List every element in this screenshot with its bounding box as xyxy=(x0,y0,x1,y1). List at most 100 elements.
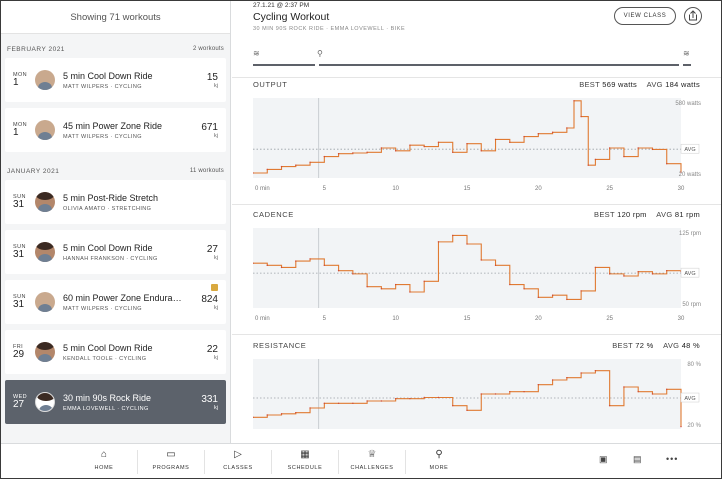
workout-dow: SUN xyxy=(13,194,26,200)
nav-schedule[interactable]: ▦ SCHEDULE xyxy=(272,448,338,471)
x-tick-label: 10 xyxy=(392,186,399,192)
workout-output: 824 xyxy=(201,293,218,305)
data-point xyxy=(423,396,425,399)
workout-instructor: EMMA LOVEWELL · CYCLING xyxy=(63,405,149,412)
workout-card[interactable]: MON 1 45 min Power Zone Ride MATT WILPERS … xyxy=(5,108,226,152)
workout-output: 27 xyxy=(206,243,218,255)
workout-card[interactable]: MON 1 5 min Cool Down Ride MATT WILPERS · … xyxy=(5,58,226,102)
workout-card-selected[interactable]: WED 27 30 min 90s Rock Ride EMMA LOVEWELL … xyxy=(5,380,226,424)
nav-home[interactable]: ⌂ HOME xyxy=(71,448,137,471)
data-point xyxy=(437,241,440,243)
data-point xyxy=(523,390,525,393)
y-max-tick-label: 125 rpm xyxy=(679,231,701,237)
data-point xyxy=(637,390,639,393)
x-tick-label: 5 xyxy=(323,316,327,322)
data-point xyxy=(366,400,368,402)
output-chart-svg: 580 watts 20 watts AVG 0 min 5 10 15 20 25 30 xyxy=(253,98,701,192)
month-header: FEBRUARY 2021 2 workouts xyxy=(1,40,230,58)
workout-day: 31 xyxy=(13,199,25,210)
plot-background xyxy=(253,98,681,178)
data-point xyxy=(494,138,497,141)
workout-output: 671 xyxy=(201,121,218,133)
data-point xyxy=(551,131,554,133)
workout-dow: WED xyxy=(13,394,28,400)
data-point xyxy=(566,298,568,301)
data-point xyxy=(580,290,582,292)
best-label: BEST xyxy=(579,80,600,89)
nav-challenges[interactable]: ♕ CHALLENGES xyxy=(339,448,405,471)
data-point xyxy=(394,150,397,152)
x-tick-label: 10 xyxy=(392,316,399,322)
data-point xyxy=(680,425,682,428)
nav-label: HOME xyxy=(94,465,114,471)
view-class-button[interactable]: VIEW CLASS xyxy=(614,7,676,25)
avg-value: 184 watts xyxy=(665,80,700,89)
avg-tag-label: AVG xyxy=(684,396,695,402)
nav-more[interactable]: ⚲ MORE xyxy=(406,448,472,471)
data-point xyxy=(352,273,354,275)
x-tick-label: 30 xyxy=(678,186,685,192)
data-point xyxy=(680,171,682,173)
workout-detail-subtitle: 30 MIN 90S ROCK RIDE · EMMA LOVEWELL · B… xyxy=(253,26,406,32)
data-point xyxy=(551,379,554,381)
data-point xyxy=(280,165,283,168)
home-icon: ⌂ xyxy=(100,449,108,460)
workout-title: 5 min Cool Down Ride xyxy=(63,242,153,253)
nav-classes[interactable]: ▷ CLASSES xyxy=(205,448,271,471)
workout-day: 1 xyxy=(13,77,19,88)
data-point xyxy=(580,115,582,118)
overflow-menu-icon[interactable]: ••• xyxy=(666,454,679,464)
workout-instructor: HANNAH FRANKSON · CYCLING xyxy=(63,255,158,262)
best-label: BEST xyxy=(612,341,633,350)
workout-unit: kj xyxy=(214,354,218,361)
x-tick-label: 20 xyxy=(535,186,542,192)
workout-output: 22 xyxy=(206,343,218,355)
nav-divider xyxy=(137,450,138,474)
workout-card[interactable]: SUN 31 5 min Cool Down Ride HANNAH FRANKSO… xyxy=(5,230,226,274)
data-point xyxy=(594,369,597,372)
metrics-display-icon[interactable]: ▤ xyxy=(633,454,642,464)
share-button[interactable] xyxy=(684,7,702,25)
avg-label: AVG xyxy=(663,341,680,350)
tv-icon[interactable]: ▣ xyxy=(599,454,608,464)
output-stats: BEST 569 watts AVG 184 watts xyxy=(579,80,700,89)
data-point xyxy=(480,150,482,152)
output-chart: 580 watts 20 watts AVG 0 min 5 10 15 20 25 30 xyxy=(253,94,703,194)
timeline-bar xyxy=(253,64,691,66)
data-point xyxy=(394,397,397,400)
data-point xyxy=(509,390,511,393)
data-point xyxy=(394,283,397,286)
nav-divider xyxy=(271,450,272,474)
workout-card[interactable]: FRI 29 5 min Cool Down Ride KENDALL TOOLE … xyxy=(5,330,226,374)
data-point xyxy=(608,273,611,275)
data-point xyxy=(452,404,454,407)
workout-unit: kj xyxy=(214,254,218,261)
data-point xyxy=(637,147,639,149)
x-tick-label: 20 xyxy=(535,316,542,322)
nav-programs[interactable]: ▭ PROGRAMS xyxy=(138,448,204,471)
share-icon xyxy=(689,10,697,21)
workout-unit: kj xyxy=(214,304,218,311)
class-timeline[interactable]: ≋ ⚲ ≋ xyxy=(253,47,691,69)
workout-day: 31 xyxy=(13,249,25,260)
data-point xyxy=(337,269,340,272)
section-divider xyxy=(232,77,721,78)
data-point xyxy=(323,155,326,158)
month-name: JANUARY 2021 xyxy=(7,167,60,175)
calendar-icon: ▦ xyxy=(300,449,310,460)
x-tick-label: 25 xyxy=(606,316,613,322)
data-point xyxy=(380,288,383,290)
data-point xyxy=(437,396,440,399)
workout-datetime: 27.1.21 @ 2:37 PM xyxy=(253,2,310,9)
workout-card[interactable]: SUN 31 60 min Power Zone Enduranc… MATT WI… xyxy=(5,280,226,324)
month-header: JANUARY 2021 11 workouts xyxy=(1,162,230,180)
x-tick-label: 15 xyxy=(464,186,471,192)
timeline-segment-divider xyxy=(315,62,319,68)
x-tick-label: 25 xyxy=(606,186,613,192)
data-point xyxy=(295,164,297,166)
workout-card[interactable]: SUN 31 5 min Post-Ride Stretch OLIVIA AMAT… xyxy=(5,180,226,224)
workout-output: 15 xyxy=(206,71,218,83)
data-point xyxy=(666,163,668,165)
nav-label: CHALLENGES xyxy=(350,465,394,471)
data-point xyxy=(337,402,340,405)
